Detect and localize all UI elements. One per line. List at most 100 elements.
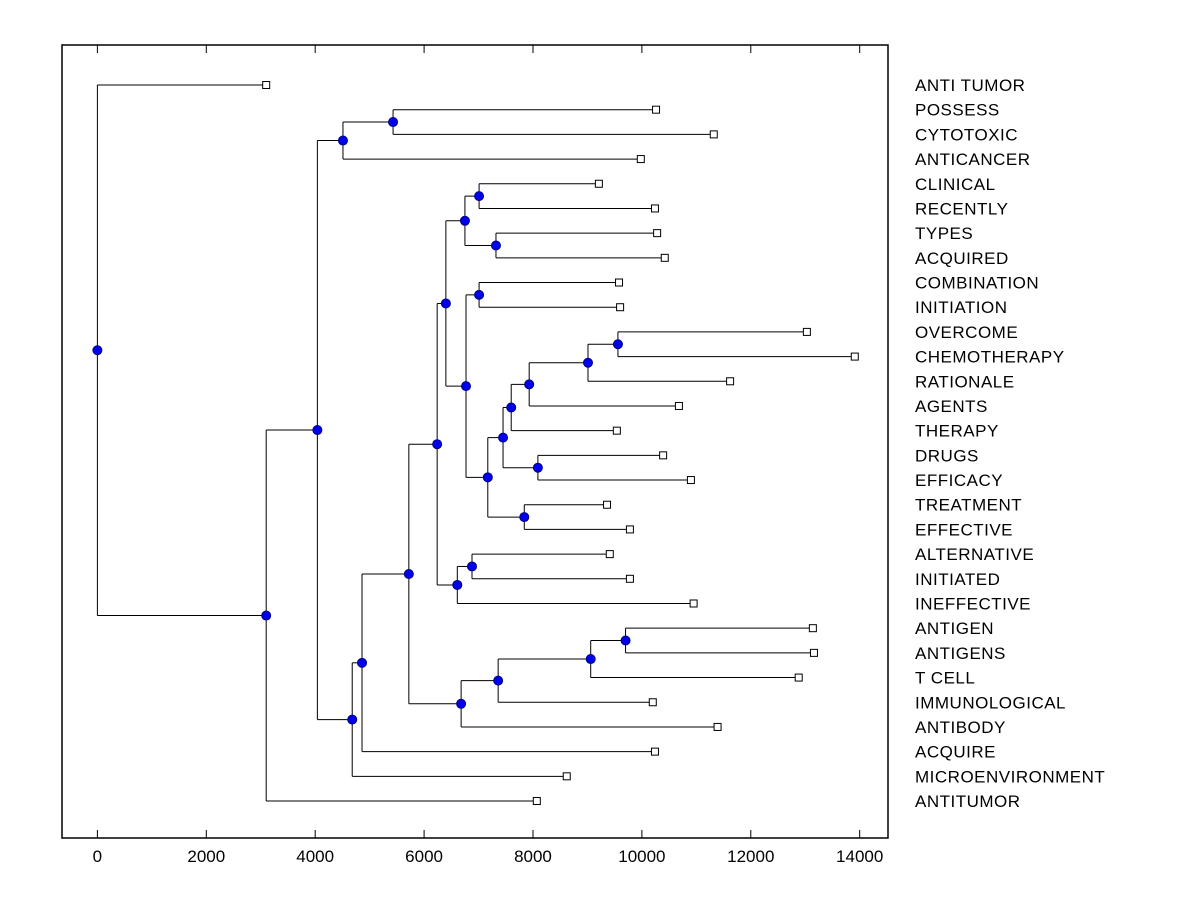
markers xyxy=(92,81,859,806)
leaf-marker xyxy=(713,722,722,731)
cluster-node-marker xyxy=(312,425,323,436)
leaf-label: ANTIBODY xyxy=(915,718,1006,737)
leaf-marker xyxy=(616,303,625,312)
cluster-node-marker xyxy=(459,215,470,226)
x-tick-label: 8000 xyxy=(514,847,552,866)
leaf-label: COMBINATION xyxy=(915,274,1039,293)
cluster-node-marker xyxy=(388,117,399,128)
cluster-node-marker xyxy=(482,472,493,483)
leaf-label: RATIONALE xyxy=(915,372,1015,391)
leaf-marker xyxy=(850,352,859,361)
leaf-label: T CELL xyxy=(915,669,975,688)
cluster-node-marker xyxy=(582,357,593,368)
leaf-label: ANTIGENS xyxy=(915,644,1006,663)
cluster-node-marker xyxy=(532,462,543,473)
leaf-marker xyxy=(603,500,612,509)
leaf-marker xyxy=(615,278,624,287)
cluster-node-marker xyxy=(456,698,467,709)
leaf-label: ANTICANCER xyxy=(915,150,1031,169)
cluster-node-marker xyxy=(337,135,348,146)
cluster-node-marker xyxy=(432,439,443,450)
labels: 0 2000 4000 6000 8000 10000 12000 14000 ANTI TUM… xyxy=(93,76,1105,866)
leaf-label: ALTERNATIVE xyxy=(915,545,1034,564)
cluster-node-marker xyxy=(474,191,485,202)
leaf-label: AGENTS xyxy=(915,397,988,416)
cluster-node-marker xyxy=(612,339,623,350)
leaf-label: CHEMOTHERAPY xyxy=(915,348,1065,367)
leaf-marker xyxy=(636,155,645,164)
x-tick-label: 2000 xyxy=(187,847,225,866)
x-tick-label: 4000 xyxy=(296,847,334,866)
leaf-label: MICROENVIRONMENT xyxy=(915,767,1105,786)
leaf-marker xyxy=(650,747,659,756)
cluster-node-marker xyxy=(493,675,504,686)
leaf-marker xyxy=(625,574,634,583)
cluster-node-marker xyxy=(620,635,631,646)
cluster-node-marker xyxy=(490,240,501,251)
leaf-marker xyxy=(794,673,803,682)
x-tick-label: 0 xyxy=(93,847,102,866)
leaf-label: OVERCOME xyxy=(915,323,1018,342)
leaf-label: DRUGS xyxy=(915,446,979,465)
cluster-node-marker xyxy=(347,714,358,725)
leaf-label: INITIATION xyxy=(915,298,1008,317)
cluster-node-marker xyxy=(474,289,485,300)
cluster-node-marker xyxy=(452,579,463,590)
leaf-marker xyxy=(652,105,661,114)
leaf-label: EFFECTIVE xyxy=(915,520,1013,539)
cluster-node-marker xyxy=(524,379,535,390)
leaf-marker xyxy=(802,327,811,336)
leaf-marker xyxy=(686,476,695,485)
leaf-label: ANTIGEN xyxy=(915,619,994,638)
leaf-marker xyxy=(262,81,271,89)
leaf-label: TYPES xyxy=(915,224,973,243)
leaf-marker xyxy=(674,401,683,410)
leaf-label: POSSESS xyxy=(915,101,1000,120)
leaf-label: INEFFECTIVE xyxy=(915,594,1031,613)
x-tick-label: 14000 xyxy=(836,847,883,866)
leaf-label: ACQUIRED xyxy=(915,249,1009,268)
leaf-marker xyxy=(612,426,621,435)
leaf-label: IMMUNOLOGICAL xyxy=(915,693,1066,712)
x-tick-label: 10000 xyxy=(618,847,665,866)
leaf-label: ANTI TUMOR xyxy=(915,76,1025,95)
cluster-node-marker xyxy=(461,381,472,392)
leaf-marker xyxy=(625,525,634,534)
leaf-marker xyxy=(809,648,818,657)
x-tick-label: 6000 xyxy=(405,847,443,866)
cluster-node-marker xyxy=(440,298,451,309)
leaf-label: ANTITUMOR xyxy=(915,792,1021,811)
cluster-node-marker xyxy=(498,432,509,443)
leaf-marker xyxy=(653,229,662,238)
leaf-marker xyxy=(709,130,718,139)
leaf-label: CYTOTOXIC xyxy=(915,125,1018,144)
leaf-marker xyxy=(562,772,571,781)
cluster-node-marker xyxy=(506,402,517,413)
leaf-label: EFFICACY xyxy=(915,471,1003,490)
plot-box xyxy=(61,44,889,839)
leaf-label: INITIATED xyxy=(915,570,1000,589)
leaf-marker xyxy=(726,377,735,386)
leaf-marker xyxy=(605,550,614,559)
x-tick-label: 12000 xyxy=(727,847,774,866)
cluster-node-marker xyxy=(403,569,414,580)
leaf-marker xyxy=(594,179,603,188)
leaf-label: CLINICAL xyxy=(915,175,996,194)
leaf-label: THERAPY xyxy=(915,422,999,441)
cluster-node-marker xyxy=(519,512,530,523)
leaf-marker xyxy=(659,451,668,460)
leaf-marker xyxy=(660,253,669,262)
leaf-label: ACQUIRE xyxy=(915,743,996,762)
cluster-node-marker xyxy=(467,561,478,572)
cluster-node-marker xyxy=(261,610,272,621)
leaf-marker xyxy=(689,599,698,608)
leaf-label: RECENTLY xyxy=(915,199,1008,218)
cluster-node-marker xyxy=(92,345,103,356)
leaf-marker xyxy=(532,797,541,806)
cluster-node-marker xyxy=(585,654,596,665)
leaf-marker xyxy=(648,698,657,707)
leaf-label: TREATMENT xyxy=(915,496,1022,515)
leaf-marker xyxy=(650,204,659,213)
